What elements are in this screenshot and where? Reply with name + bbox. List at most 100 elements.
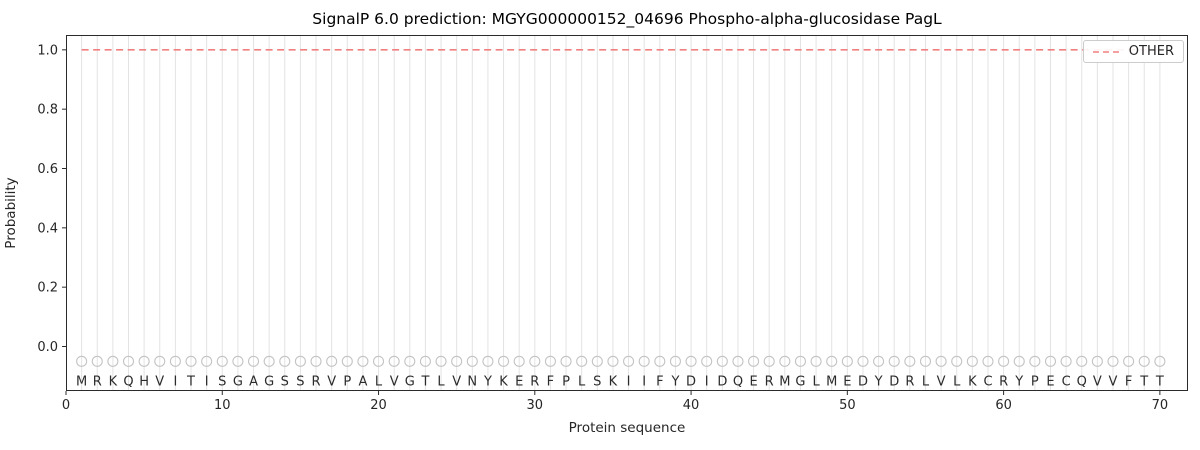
residue-letter: F (1125, 375, 1132, 390)
residue-letter: I (642, 375, 646, 390)
residue-marker (904, 355, 916, 367)
legend: OTHER (1082, 40, 1184, 63)
y-tick-label: 0.6 (37, 162, 58, 177)
residue-letter: G (405, 375, 415, 390)
residue-marker (388, 355, 400, 367)
chart-title: SignalP 6.0 prediction: MGYG000000152_04… (312, 10, 942, 29)
residue-marker (794, 355, 807, 367)
residue-letter: M (826, 375, 837, 390)
residue-letter: I (173, 375, 177, 390)
residue-letter: I (627, 375, 631, 390)
residue-marker (623, 355, 635, 367)
residue-letter: K (968, 375, 977, 390)
residue-marker (560, 355, 572, 367)
residue-letter: C (1062, 375, 1071, 390)
residue-marker (107, 355, 119, 367)
residue-letter: F (656, 375, 663, 390)
y-axis-label: Probability (3, 177, 19, 248)
residue-letter: H (139, 375, 149, 390)
residue-letter: R (765, 375, 774, 390)
residue-letter: Q (1077, 375, 1087, 390)
residue-marker (435, 355, 447, 367)
residue-marker (1029, 355, 1041, 367)
residue-marker (654, 355, 666, 367)
y-tick-label: 1.0 (37, 43, 58, 58)
residue-marker (1013, 355, 1025, 367)
residue-marker (419, 355, 431, 367)
residue-marker (341, 355, 353, 367)
residue-letter: A (358, 375, 367, 390)
residue-letter: Q (733, 375, 743, 390)
residue-marker (779, 355, 791, 367)
residue-letter: P (343, 375, 351, 390)
x-tick-label: 30 (527, 398, 544, 413)
residue-marker (263, 355, 275, 367)
residue-marker (919, 355, 932, 367)
x-tick-label: 10 (214, 398, 231, 413)
residue-marker (1107, 355, 1119, 367)
residue-marker (748, 355, 760, 367)
residue-marker (372, 355, 385, 367)
residue-letter: D (717, 375, 727, 390)
residue-marker (122, 355, 135, 367)
residue-marker (154, 355, 166, 367)
residue-letter: D (858, 375, 868, 390)
residue-marker (169, 355, 181, 367)
residue-letter: A (249, 375, 258, 390)
residue-marker (310, 355, 322, 367)
residue-marker (91, 355, 103, 367)
residue-marker (982, 355, 994, 367)
x-tick-label: 20 (370, 398, 387, 413)
residue-marker (685, 355, 697, 367)
residue-letter: R (999, 375, 1008, 390)
residue-marker (638, 355, 650, 367)
residue-letter: L (953, 375, 961, 390)
residue-marker (998, 355, 1010, 367)
residue-letter: Y (874, 375, 883, 390)
residue-marker (873, 355, 885, 367)
residue-marker (888, 355, 900, 367)
residue-letter: C (983, 375, 992, 390)
residue-letter: V (155, 375, 164, 390)
plot-border (66, 35, 1188, 391)
residue-letter: L (437, 375, 445, 390)
residue-marker (966, 355, 978, 367)
residue-letter: S (593, 375, 601, 390)
residue-letter: P (1031, 375, 1039, 390)
residue-letter: S (296, 375, 304, 390)
residue-marker (404, 355, 416, 367)
residue-letter: G (233, 375, 243, 390)
residue-letter: R (93, 375, 102, 390)
x-tick-label: 0 (62, 398, 70, 413)
residue-marker (451, 355, 463, 367)
residue-letter: G (264, 375, 274, 390)
x-tick-label: 70 (1152, 398, 1169, 413)
residue-letter: L (578, 375, 586, 390)
residue-marker (841, 355, 853, 367)
residue-letter: V (937, 375, 946, 390)
residue-letter: M (779, 375, 790, 390)
residue-letter: M (76, 375, 87, 390)
residue-marker (279, 355, 291, 367)
residue-marker (201, 355, 213, 367)
residue-marker (247, 355, 260, 367)
residue-letter: Y (670, 375, 679, 390)
residue-letter: S (218, 375, 226, 390)
residue-letter: I (705, 375, 709, 390)
residue-marker (326, 355, 338, 367)
y-tick-label: 0.2 (37, 281, 58, 296)
residue-letter: R (905, 375, 914, 390)
residue-letter: K (609, 375, 618, 390)
residue-marker (607, 355, 619, 367)
residue-marker (544, 355, 556, 367)
residue-letter: E (749, 375, 757, 390)
residue-letter: V (452, 375, 461, 390)
residue-letter: I (205, 375, 209, 390)
residue-letter: K (109, 375, 118, 390)
residue-marker (185, 355, 197, 367)
residue-letter: E (843, 375, 851, 390)
residue-letter: L (922, 375, 930, 390)
residue-marker (701, 355, 713, 367)
